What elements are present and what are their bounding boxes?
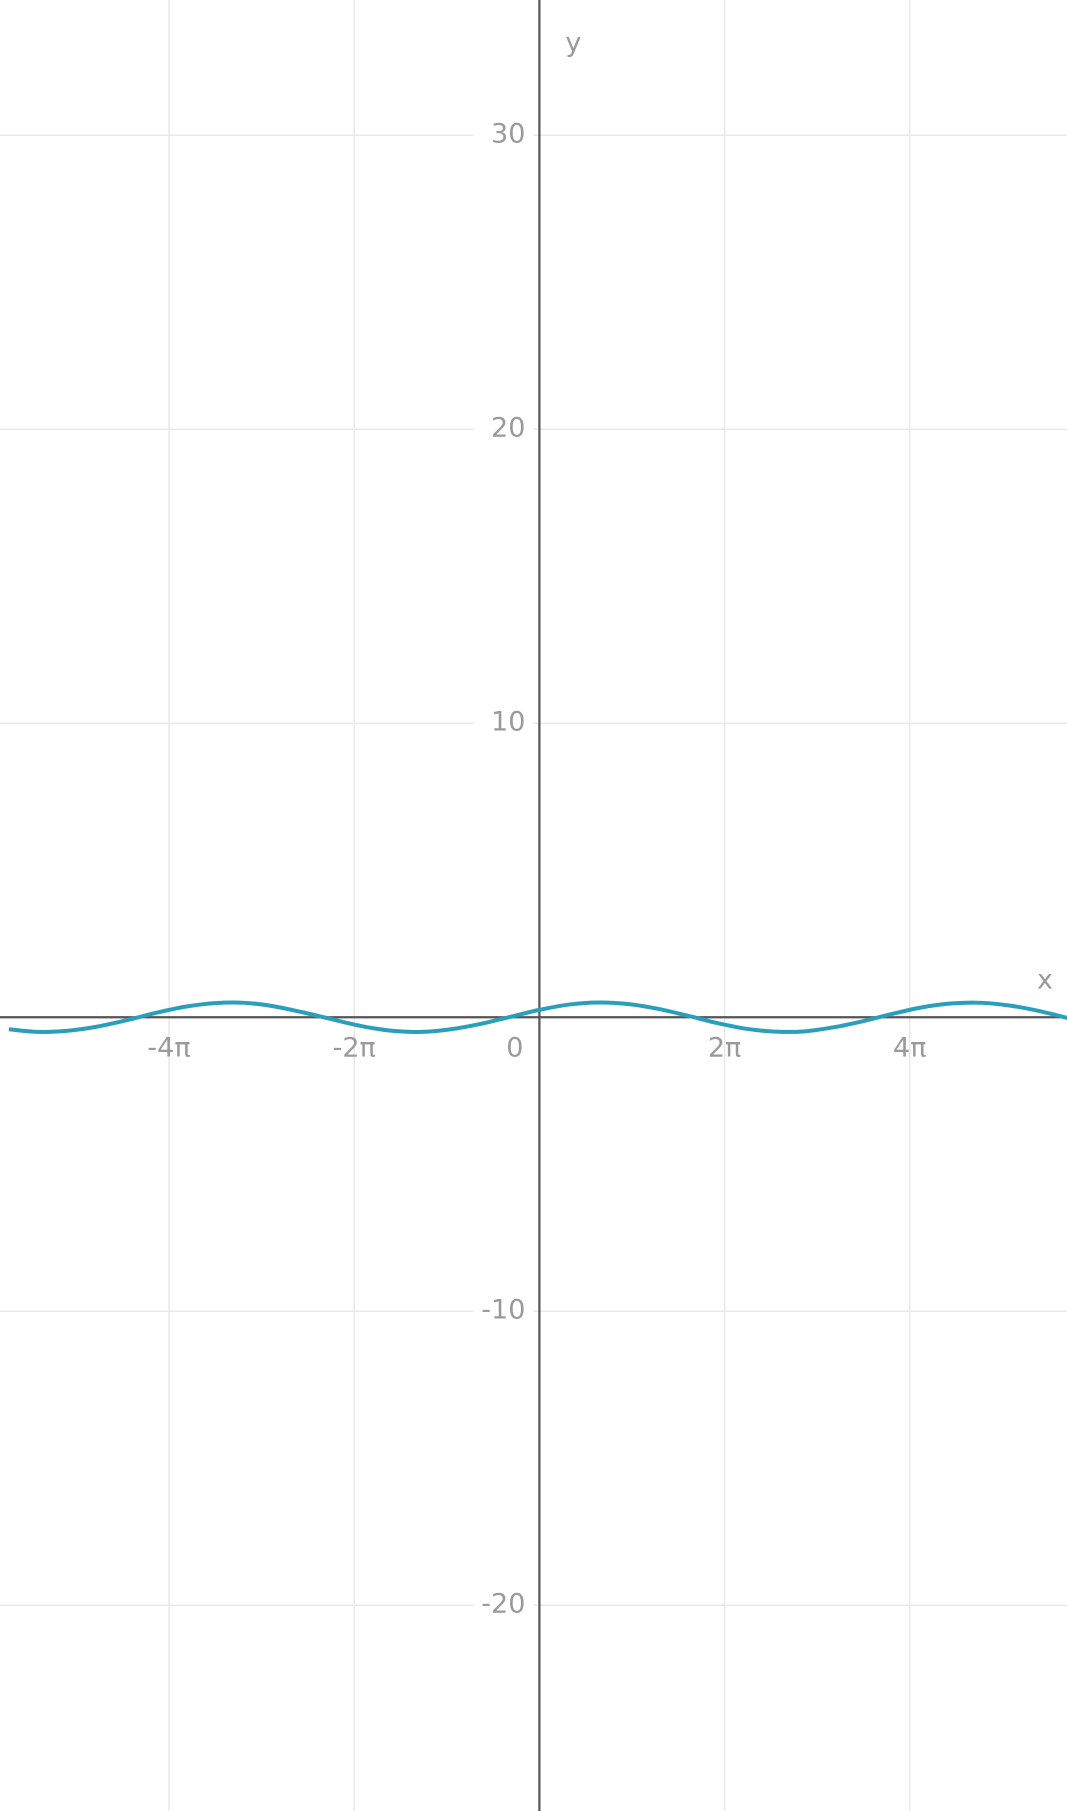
x-tick-label: -4π xyxy=(147,1033,190,1064)
x-tick-label: 0 xyxy=(506,1033,523,1064)
x-tick-label: 2π xyxy=(708,1033,741,1064)
y-tick-label: -10 xyxy=(481,1295,525,1326)
label-bg xyxy=(473,1293,534,1330)
y-tick-label: 30 xyxy=(491,119,525,150)
y-axis-label: y xyxy=(565,28,581,59)
label-bg xyxy=(473,1587,534,1624)
curve xyxy=(8,1000,1067,1034)
x-axis-label: x xyxy=(1037,965,1053,996)
x-tick-label: -2π xyxy=(333,1033,376,1064)
label-bg xyxy=(473,705,534,742)
labels: -20 -10 10 20 30 -4π -2π 0 2π 4π x y xyxy=(147,28,1053,1624)
y-tick-label: 10 xyxy=(491,707,525,738)
label-bg xyxy=(473,117,534,154)
plot xyxy=(8,1000,1067,1034)
y-tick-label: -20 xyxy=(481,1589,525,1620)
x-tick-label: 4π xyxy=(893,1033,926,1064)
label-bg xyxy=(473,411,534,448)
y-tick-label: 20 xyxy=(491,413,525,444)
